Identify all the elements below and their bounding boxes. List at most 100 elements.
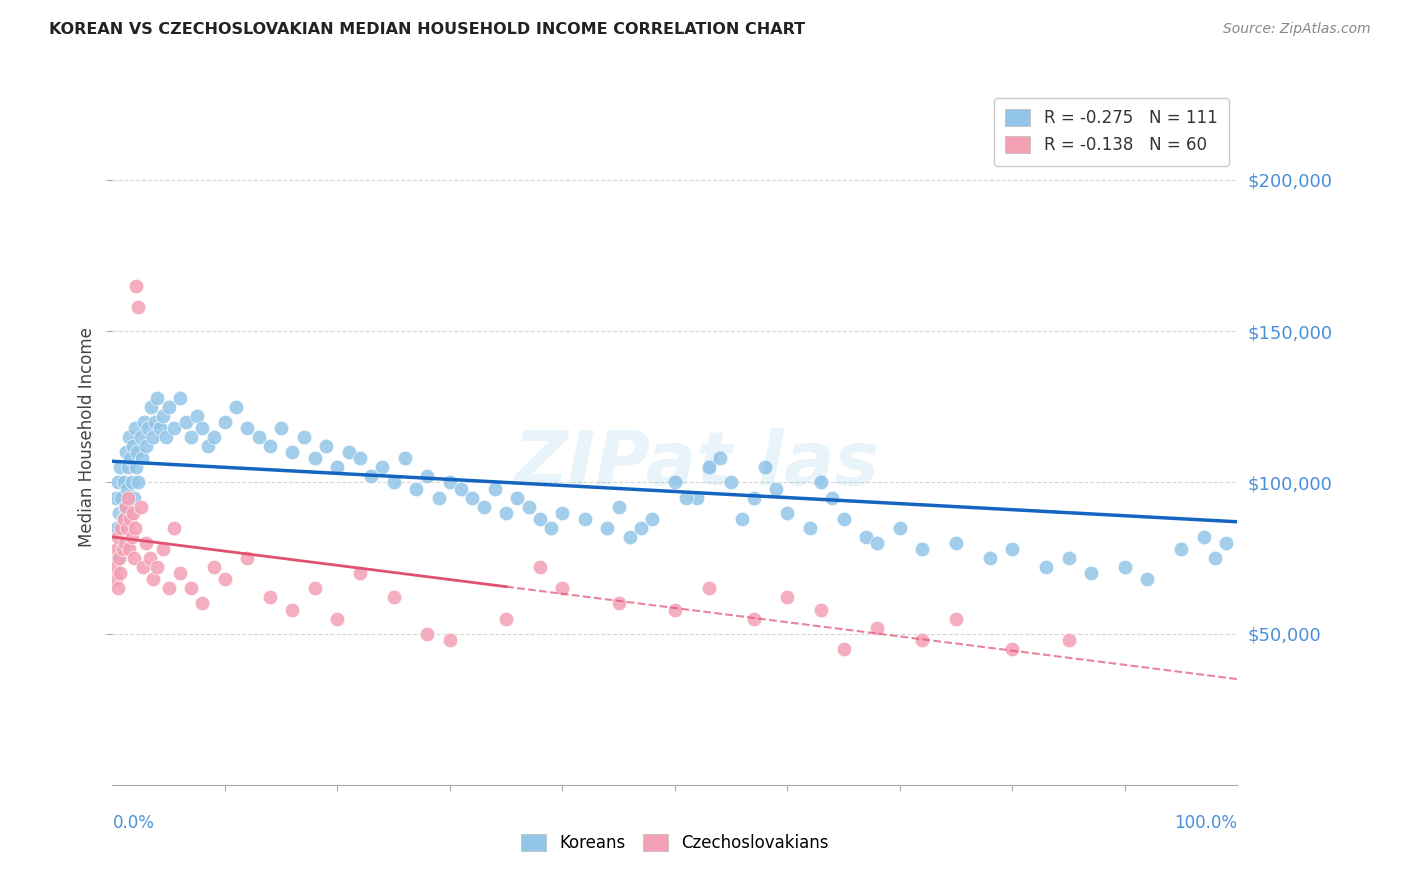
Legend: R = -0.275   N = 111, R = -0.138   N = 60: R = -0.275 N = 111, R = -0.138 N = 60 <box>994 97 1229 166</box>
Point <box>127 475 149 490</box>
Point <box>506 491 529 505</box>
Point <box>697 582 720 596</box>
Point <box>349 566 371 581</box>
Point <box>180 430 202 444</box>
Point <box>416 469 439 483</box>
Point <box>1215 536 1237 550</box>
Point <box>236 551 259 566</box>
Point <box>115 521 138 535</box>
Point <box>112 475 135 490</box>
Point <box>118 541 141 556</box>
Point <box>122 491 145 505</box>
Text: KOREAN VS CZECHOSLOVAKIAN MEDIAN HOUSEHOLD INCOME CORRELATION CHART: KOREAN VS CZECHOSLOVAKIAN MEDIAN HOUSEHO… <box>49 22 806 37</box>
Point <box>121 506 143 520</box>
Point <box>855 530 877 544</box>
Point <box>371 460 394 475</box>
Text: 100.0%: 100.0% <box>1174 814 1237 831</box>
Point <box>202 560 225 574</box>
Point <box>607 500 630 514</box>
Point <box>127 445 149 459</box>
Point <box>866 536 889 550</box>
Point <box>121 439 143 453</box>
Point <box>709 451 731 466</box>
Text: 0.0%: 0.0% <box>112 814 155 831</box>
Point <box>1080 566 1102 581</box>
Point <box>1170 541 1192 556</box>
Point <box>720 475 742 490</box>
Point <box>754 460 776 475</box>
Point <box>405 482 427 496</box>
Point <box>427 491 450 505</box>
Point <box>247 430 270 444</box>
Point <box>110 491 132 505</box>
Point <box>664 602 686 616</box>
Point <box>105 521 128 535</box>
Point <box>163 521 186 535</box>
Point <box>214 572 236 586</box>
Point <box>146 391 169 405</box>
Point <box>169 566 191 581</box>
Point <box>157 582 180 596</box>
Point <box>111 541 134 556</box>
Point <box>110 460 132 475</box>
Point <box>169 391 191 405</box>
Point <box>107 530 129 544</box>
Point <box>832 512 855 526</box>
Point <box>450 482 472 496</box>
Point <box>641 512 664 526</box>
Point <box>202 430 225 444</box>
Point <box>110 566 132 581</box>
Point <box>945 611 967 625</box>
Point <box>540 521 562 535</box>
Point <box>131 451 153 466</box>
Point <box>1192 530 1215 544</box>
Point <box>108 506 131 520</box>
Point <box>214 415 236 429</box>
Point <box>742 491 765 505</box>
Point <box>120 512 142 526</box>
Point <box>115 500 138 514</box>
Point <box>149 421 172 435</box>
Point <box>821 491 844 505</box>
Point <box>630 521 652 535</box>
Point <box>382 475 405 490</box>
Point <box>1057 632 1080 647</box>
Point <box>911 632 934 647</box>
Point <box>551 506 574 520</box>
Point <box>142 430 165 444</box>
Point <box>1035 560 1057 574</box>
Point <box>114 536 136 550</box>
Text: ZIPat las: ZIPat las <box>515 428 880 501</box>
Point <box>157 400 180 414</box>
Point <box>866 621 889 635</box>
Y-axis label: Median Household Income: Median Household Income <box>77 327 96 547</box>
Point <box>326 611 349 625</box>
Point <box>304 451 326 466</box>
Point <box>174 415 197 429</box>
Point <box>191 421 214 435</box>
Point <box>574 512 596 526</box>
Text: Source: ZipAtlas.com: Source: ZipAtlas.com <box>1223 22 1371 37</box>
Point <box>104 560 127 574</box>
Point <box>138 551 160 566</box>
Point <box>191 597 214 611</box>
Point <box>107 551 129 566</box>
Point <box>155 430 177 444</box>
Point <box>697 460 720 475</box>
Point <box>1204 551 1226 566</box>
Point <box>114 500 136 514</box>
Point <box>135 439 157 453</box>
Point <box>143 415 166 429</box>
Point <box>117 491 139 505</box>
Point <box>607 597 630 611</box>
Point <box>742 611 765 625</box>
Point <box>117 460 139 475</box>
Point <box>108 551 131 566</box>
Point <box>731 512 754 526</box>
Point <box>292 430 315 444</box>
Point <box>1114 560 1136 574</box>
Point <box>236 421 259 435</box>
Point <box>326 460 349 475</box>
Point <box>337 445 360 459</box>
Point <box>517 500 540 514</box>
